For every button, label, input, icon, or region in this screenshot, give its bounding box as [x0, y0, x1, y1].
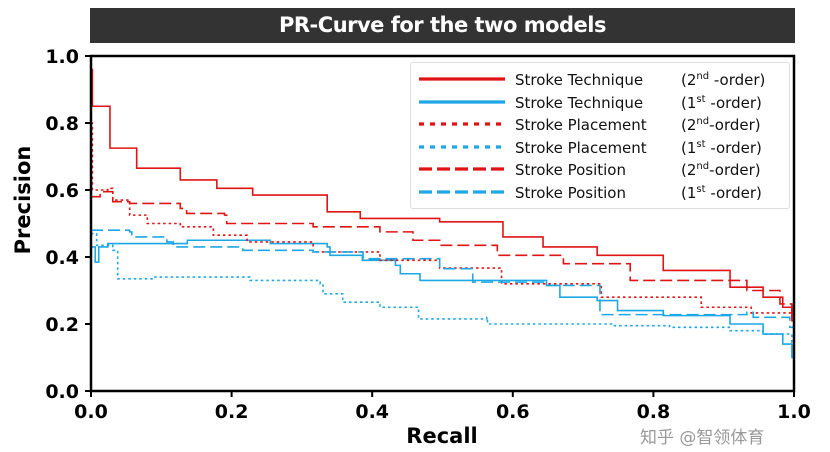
- legend-line-swatch: [419, 77, 505, 81]
- legend-series-name: Stroke Position: [515, 161, 626, 180]
- order-superscript: st: [696, 184, 706, 195]
- order-suffix: -order): [705, 93, 762, 112]
- legend-line-swatch: [419, 145, 505, 149]
- y-tick-label: 0.2: [45, 314, 79, 336]
- legend-entry: Stroke Placement (1st -order): [411, 137, 789, 159]
- order-superscript: st: [696, 138, 706, 150]
- order-prefix: (1: [681, 93, 697, 112]
- legend-order-label: (1st -order): [681, 139, 762, 157]
- series-line-1: [91, 239, 795, 361]
- y-tick-label: 1.0: [45, 46, 79, 68]
- series-line-4: [91, 190, 795, 324]
- x-tick-label: 0.8: [637, 401, 671, 423]
- curves: [90, 68, 795, 361]
- series-line-3: [91, 232, 795, 345]
- legend-entry: Stroke Technique (1st -order): [411, 92, 789, 114]
- order-superscript: nd: [696, 116, 710, 128]
- x-tick-label: 0.6: [496, 401, 530, 423]
- x-tick-label: 0.4: [355, 401, 389, 423]
- order-prefix: (2: [681, 161, 697, 180]
- legend-series-name: Stroke Position: [515, 184, 626, 202]
- y-tick-label: 0.6: [45, 180, 79, 202]
- legend-line-swatch: [419, 167, 505, 171]
- y-tick-label: 0.4: [45, 247, 79, 269]
- y-tick-label: 0.0: [45, 381, 79, 403]
- legend-series-name: Stroke Technique: [515, 93, 644, 112]
- series-line-5: [91, 229, 795, 331]
- legend-entry: Stroke Position (1st -order): [411, 182, 789, 204]
- plot-frame: [89, 54, 796, 393]
- series-line-0: [90, 68, 795, 331]
- legend-line-swatch: [419, 99, 505, 104]
- order-suffix: -order): [705, 184, 762, 202]
- x-tick-label: 1.0: [777, 401, 811, 423]
- order-prefix: (1: [681, 138, 697, 157]
- legend-order-label: (1st -order): [681, 184, 762, 202]
- order-suffix: -order): [709, 116, 761, 135]
- legend-series-name: Stroke Technique: [515, 71, 644, 89]
- order-superscript: nd: [696, 161, 710, 173]
- order-superscript: st: [696, 93, 706, 105]
- x-axis-label: Recall: [406, 424, 477, 448]
- order-suffix: -order): [709, 71, 766, 89]
- order-prefix: (2: [681, 116, 697, 135]
- legend-order-label: (2nd-order): [681, 161, 761, 179]
- y-axis-label: Precision: [11, 146, 35, 255]
- chart-title: PR-Curve for the two models: [90, 8, 795, 43]
- x-tick-label: 0.2: [215, 401, 249, 423]
- order-superscript: nd: [696, 71, 710, 82]
- legend-line-swatch: [419, 122, 505, 126]
- legend-order-label: (2nd -order): [681, 71, 765, 89]
- ticks: 0.0 0.2 0.4 0.6 0.8 1.0 0.0 0.2 0.4 0.6 0.8 1.0: [45, 46, 811, 423]
- order-suffix: -order): [709, 161, 761, 180]
- watermark: 知乎 @智领体育: [640, 428, 765, 448]
- x-tick-label: 0.0: [74, 401, 108, 423]
- legend-order-label: (2nd-order): [681, 116, 761, 134]
- legend-series-name: Stroke Placement: [515, 116, 647, 135]
- series-line-2: [91, 122, 795, 328]
- y-tick-label: 0.8: [45, 113, 79, 135]
- order-prefix: (2: [681, 71, 697, 89]
- legend-series-name: Stroke Placement: [515, 138, 647, 157]
- legend-line-swatch: [419, 190, 505, 194]
- order-suffix: -order): [705, 138, 762, 157]
- legend: Stroke Technique (2nd -order) Stroke Techn…: [410, 62, 790, 209]
- legend-entry: Stroke Technique (2nd -order): [411, 69, 789, 91]
- order-prefix: (1: [681, 184, 697, 202]
- legend-entry: Stroke Placement (2nd-order): [411, 114, 789, 136]
- legend-entry: Stroke Position (2nd-order): [411, 159, 789, 181]
- legend-order-label: (1st -order): [681, 94, 762, 112]
